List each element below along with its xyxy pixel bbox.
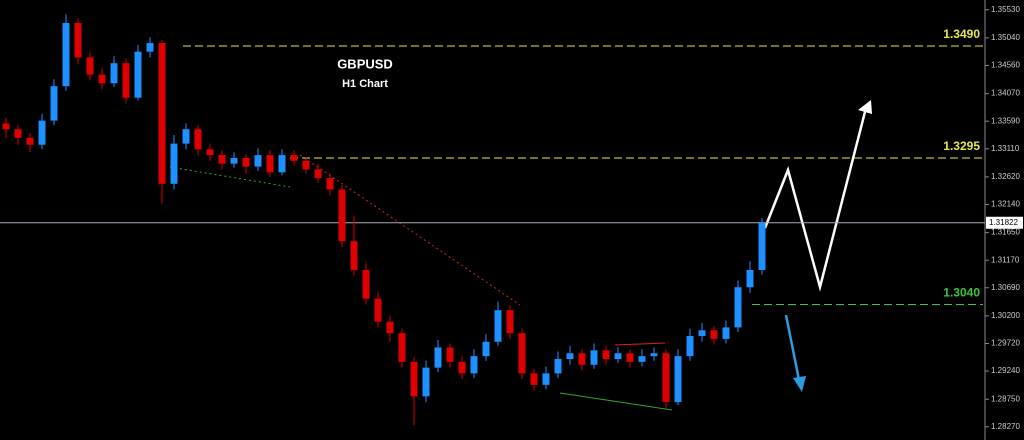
candle-body — [158, 43, 166, 184]
candle-body — [122, 63, 130, 98]
y-tick-label: 1.30690 — [991, 283, 1020, 292]
candle-body — [182, 129, 190, 144]
candle-body — [230, 157, 238, 164]
candle-body — [110, 63, 118, 84]
candle-body — [422, 367, 430, 397]
y-tick-label: 1.29720 — [991, 339, 1020, 348]
y-tick-label: 1.31650 — [991, 228, 1020, 237]
candle-body — [362, 269, 370, 299]
candle-body — [50, 86, 58, 121]
candle-body — [542, 373, 550, 385]
candle-body — [38, 120, 46, 145]
candle-body — [518, 333, 526, 374]
candle-body — [218, 155, 226, 164]
candle-body — [458, 361, 466, 374]
candle-body — [650, 353, 658, 357]
candle-body — [758, 222, 766, 270]
candle-body — [506, 310, 514, 334]
y-tick-label: 1.33590 — [991, 116, 1020, 125]
candle-body — [194, 129, 202, 150]
candle-body — [2, 123, 10, 130]
candle-body — [662, 353, 670, 403]
candle-body — [290, 155, 298, 161]
candle-body — [722, 327, 730, 339]
candle-body — [350, 241, 358, 270]
candle-body — [686, 336, 694, 357]
y-tick-label: 1.29240 — [991, 366, 1020, 375]
candle-body — [614, 353, 622, 360]
level-label: 1.3295 — [943, 139, 980, 153]
candle-body — [410, 361, 418, 397]
candle-body — [554, 359, 562, 374]
y-tick-label: 1.30200 — [991, 311, 1020, 320]
candle-body — [470, 356, 478, 374]
y-tick-label: 1.33110 — [991, 144, 1020, 153]
candle-body — [278, 155, 286, 173]
candle-body — [314, 169, 322, 179]
candle-body — [266, 155, 274, 173]
y-tick-label: 1.35040 — [991, 33, 1020, 42]
y-tick-label: 1.28750 — [991, 394, 1020, 403]
candle-body — [254, 155, 262, 167]
y-tick-label: 1.32620 — [991, 172, 1020, 181]
candle-body — [710, 330, 718, 339]
candle-body — [146, 43, 154, 52]
candle-body — [602, 350, 610, 360]
candle-body — [374, 298, 382, 322]
candle-body — [242, 157, 250, 167]
candle-body — [206, 149, 214, 156]
candle-body — [398, 333, 406, 362]
y-tick-label: 1.34070 — [991, 89, 1020, 98]
candle-body — [302, 160, 310, 170]
candle-body — [746, 269, 754, 288]
candle-body — [338, 189, 346, 242]
candle-body — [446, 347, 454, 362]
last-price-box — [986, 216, 1023, 229]
candle-body — [566, 353, 574, 360]
candle-body — [530, 373, 538, 385]
y-tick-label: 1.31170 — [991, 255, 1020, 264]
trendlines — [169, 154, 673, 411]
y-tick-label: 1.32140 — [991, 200, 1020, 209]
candle-body — [98, 74, 106, 84]
candle-body — [170, 143, 178, 184]
forecast-arrows — [763, 100, 872, 392]
last-price-label: 1.31822 — [989, 218, 1018, 227]
candle-body — [434, 347, 442, 368]
candle-body — [386, 321, 394, 334]
candle-body — [74, 22, 82, 58]
candle-body — [14, 129, 22, 138]
candle-body — [86, 57, 94, 75]
candle-body — [698, 330, 706, 337]
y-tick-label: 1.28270 — [991, 422, 1020, 431]
candle-body — [674, 356, 682, 403]
level-label: 1.3040 — [943, 286, 980, 300]
y-tick-label: 1.35530 — [991, 5, 1020, 14]
chart-title: GBPUSD — [337, 56, 393, 71]
y-tick-label: 1.34560 — [991, 61, 1020, 70]
candle-body — [134, 51, 142, 98]
candle-body — [626, 353, 634, 362]
candle-body — [578, 353, 586, 365]
candle-body — [734, 287, 742, 328]
chart-subtitle: H1 Chart — [342, 78, 388, 90]
candle-body — [494, 310, 502, 342]
candle-body — [326, 178, 334, 190]
candle-body — [26, 137, 34, 145]
candle-body — [638, 356, 646, 362]
candle-body — [62, 22, 70, 87]
candle-body — [590, 350, 598, 365]
candle-body — [482, 341, 490, 357]
level-label: 1.3490 — [943, 27, 980, 41]
